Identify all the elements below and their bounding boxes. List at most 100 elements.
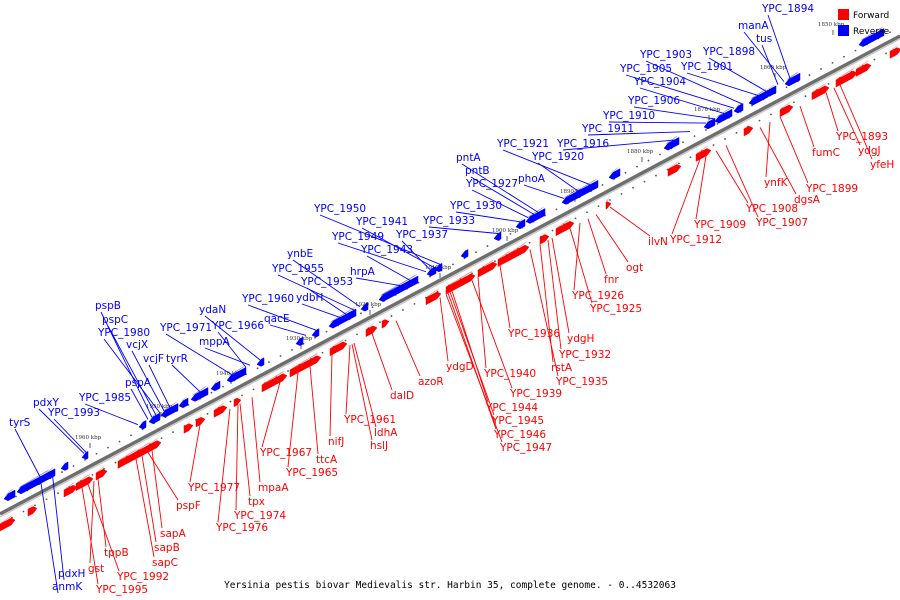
- gene-label-pnta[interactable]: pntA: [456, 152, 481, 164]
- gene-label-ypc-1898[interactable]: YPC_1898: [702, 46, 755, 58]
- gene-label-ypc-1930[interactable]: YPC_1930: [449, 200, 502, 212]
- gene-label-yfeh[interactable]: yfeH: [870, 159, 894, 171]
- gene-label-ypc-1926[interactable]: YPC_1926: [571, 290, 624, 302]
- gene-label-ypc-1980[interactable]: YPC_1980: [97, 327, 150, 339]
- gene-label-ypc-1944[interactable]: YPC_1944: [485, 402, 538, 414]
- forward-features: [0, 44, 900, 532]
- gene-label-qace[interactable]: qacE: [264, 313, 290, 325]
- gene-label-ypc-1955[interactable]: YPC_1955: [271, 263, 324, 275]
- gene-label-pspb[interactable]: pspB: [95, 300, 121, 312]
- gene-label-vcjx[interactable]: vcjX: [126, 339, 148, 351]
- gene-label-sapb[interactable]: sapB: [154, 542, 180, 554]
- gene-label-tpx[interactable]: tpx: [248, 496, 265, 508]
- gene-label-ypc-1925[interactable]: YPC_1925: [589, 303, 642, 315]
- gene-label-ypc-1950[interactable]: YPC_1950: [313, 203, 366, 215]
- gene-label-ypc-1971[interactable]: YPC_1971: [159, 322, 212, 334]
- gene-label-ypc-1904[interactable]: YPC_1904: [633, 76, 686, 88]
- gene-label-rsta[interactable]: rstA: [551, 362, 573, 374]
- gene-label-ydgd[interactable]: ydgD: [446, 361, 474, 373]
- gene-label-ogt[interactable]: ogt: [626, 262, 643, 274]
- gene-label-ypc-1966[interactable]: YPC_1966: [211, 320, 264, 332]
- gene-label-ilvn[interactable]: ilvN: [648, 236, 668, 248]
- gene-label-ydbh[interactable]: ydbH: [296, 292, 323, 304]
- gene-label-fnr[interactable]: fnr: [604, 274, 619, 286]
- gene-label-pdxy[interactable]: pdxY: [33, 397, 60, 409]
- gene-label-anmk[interactable]: anmK: [52, 581, 83, 593]
- gene-label-hrpa[interactable]: hrpA: [350, 266, 376, 278]
- gene-label-pspa[interactable]: pspA: [125, 377, 152, 389]
- gene-label-gst[interactable]: gst: [88, 563, 104, 575]
- gene-label-tus[interactable]: tus: [756, 33, 772, 45]
- gene-label-hslj[interactable]: hslJ: [370, 440, 388, 452]
- gene-label-pspf[interactable]: pspF: [176, 500, 201, 512]
- gene-label-sapc[interactable]: sapC: [152, 557, 178, 569]
- gene-label-sapa[interactable]: sapA: [160, 528, 187, 540]
- gene-label-ypc-1945[interactable]: YPC_1945: [491, 415, 544, 427]
- gene-label-ypc-1921[interactable]: YPC_1921: [496, 138, 549, 150]
- gene-label-ypc-1947[interactable]: YPC_1947: [499, 442, 552, 454]
- gene-label-ypc-1936[interactable]: YPC_1936: [507, 328, 560, 340]
- gene-label-pspc[interactable]: pspC: [102, 314, 128, 326]
- gene-label-ypc-1908[interactable]: YPC_1908: [745, 203, 798, 215]
- gene-label-ttca[interactable]: ttcA: [316, 454, 338, 466]
- gene-label-pntb[interactable]: pntB: [465, 165, 490, 177]
- gene-label-ypc-1894[interactable]: YPC_1894: [761, 3, 814, 15]
- gene-label-ypc-1965[interactable]: YPC_1965: [285, 467, 338, 479]
- gene-label-ypc-1910[interactable]: YPC_1910: [602, 110, 655, 122]
- gene-label-ypc-1992[interactable]: YPC_1992: [116, 571, 169, 583]
- gene-label-ypc-1911[interactable]: YPC_1911: [581, 123, 634, 135]
- gene-label-ypc-1946[interactable]: YPC_1946: [493, 429, 546, 441]
- gene-label-ypc-1933[interactable]: YPC_1933: [422, 215, 475, 227]
- gene-label-ypc-1939[interactable]: YPC_1939: [509, 388, 562, 400]
- gene-label-ypc-1941[interactable]: YPC_1941: [355, 216, 408, 228]
- gene-label-ypc-1906[interactable]: YPC_1906: [627, 95, 680, 107]
- gene-label-ypc-1927[interactable]: YPC_1927: [465, 178, 518, 190]
- gene-label-mppa[interactable]: mppA: [199, 336, 231, 348]
- gene-label-ydan[interactable]: ydaN: [199, 304, 226, 316]
- gene-label-mpaa[interactable]: mpaA: [258, 482, 289, 494]
- gene-label-ypc-1903[interactable]: YPC_1903: [639, 49, 692, 61]
- gene-label-ypc-1961[interactable]: YPC_1961: [343, 414, 396, 426]
- gene-label-ypc-1953[interactable]: YPC_1953: [300, 276, 353, 288]
- gene-label-azor[interactable]: azoR: [418, 376, 444, 388]
- gene-label-ypc-1974[interactable]: YPC_1974: [233, 510, 286, 522]
- gene-label-ypc-1907[interactable]: YPC_1907: [755, 217, 808, 229]
- gene-label-ypc-1932[interactable]: YPC_1932: [558, 349, 611, 361]
- gene-label-nifj[interactable]: nifJ: [328, 436, 344, 448]
- gene-label-mana[interactable]: manA: [738, 20, 769, 32]
- gene-label-ypc-1905[interactable]: YPC_1905: [619, 63, 672, 75]
- gene-label-ynbe[interactable]: ynbE: [287, 248, 313, 260]
- gene-label-ypc-1940[interactable]: YPC_1940: [483, 368, 536, 380]
- gene-label-dgsa[interactable]: dgsA: [794, 194, 821, 206]
- gene-label-tyrs[interactable]: tyrS: [9, 417, 31, 429]
- gene-label-ypc-1937[interactable]: YPC_1937: [395, 229, 448, 241]
- gene-label-pdxh[interactable]: pdxH: [58, 568, 85, 580]
- gene-label-phoa[interactable]: phoA: [518, 173, 546, 185]
- gene-label-ldha[interactable]: ldhA: [374, 427, 398, 439]
- gene-label-ypc-1960[interactable]: YPC_1960: [241, 293, 294, 305]
- gene-label-ypc-1901[interactable]: YPC_1901: [680, 61, 733, 73]
- gene-label-ypc-1893[interactable]: YPC_1893: [835, 131, 888, 143]
- gene-label-ynfk[interactable]: ynfK: [764, 177, 789, 189]
- gene-label-ydgj[interactable]: ydgJ: [858, 145, 881, 157]
- gene-label-ypc-1977[interactable]: YPC_1977: [187, 482, 240, 494]
- gene-label-ypc-1993[interactable]: YPC_1993: [47, 407, 100, 419]
- gene-label-ypc-1916[interactable]: YPC_1916: [556, 138, 609, 150]
- gene-label-ypc-1909[interactable]: YPC_1909: [693, 219, 746, 231]
- gene-label-tyrr[interactable]: tyrR: [166, 353, 188, 365]
- gene-label-ypc-1912[interactable]: YPC_1912: [669, 234, 722, 246]
- gene-label-ypc-1976[interactable]: YPC_1976: [215, 522, 268, 534]
- gene-label-tppb[interactable]: tppB: [104, 547, 129, 559]
- gene-label-dald[interactable]: dalD: [390, 390, 414, 402]
- gene-label-fumc[interactable]: fumC: [812, 147, 840, 159]
- gene-label-ypc-1943[interactable]: YPC_1943: [360, 244, 413, 256]
- gene-label-ypc-1995[interactable]: YPC_1995: [95, 584, 148, 596]
- gene-label-ydgh[interactable]: ydgH: [567, 333, 594, 345]
- gene-label-ypc-1967[interactable]: YPC_1967: [259, 447, 312, 459]
- gene-label-ypc-1949[interactable]: YPC_1949: [331, 231, 384, 243]
- gene-label-ypc-1985[interactable]: YPC_1985: [78, 392, 131, 404]
- gene-label-ypc-1899[interactable]: YPC_1899: [805, 183, 858, 195]
- gene-label-ypc-1920[interactable]: YPC_1920: [531, 151, 584, 163]
- gene-label-vcjf[interactable]: vcjF: [143, 353, 164, 365]
- gene-label-ypc-1935[interactable]: YPC_1935: [555, 376, 608, 388]
